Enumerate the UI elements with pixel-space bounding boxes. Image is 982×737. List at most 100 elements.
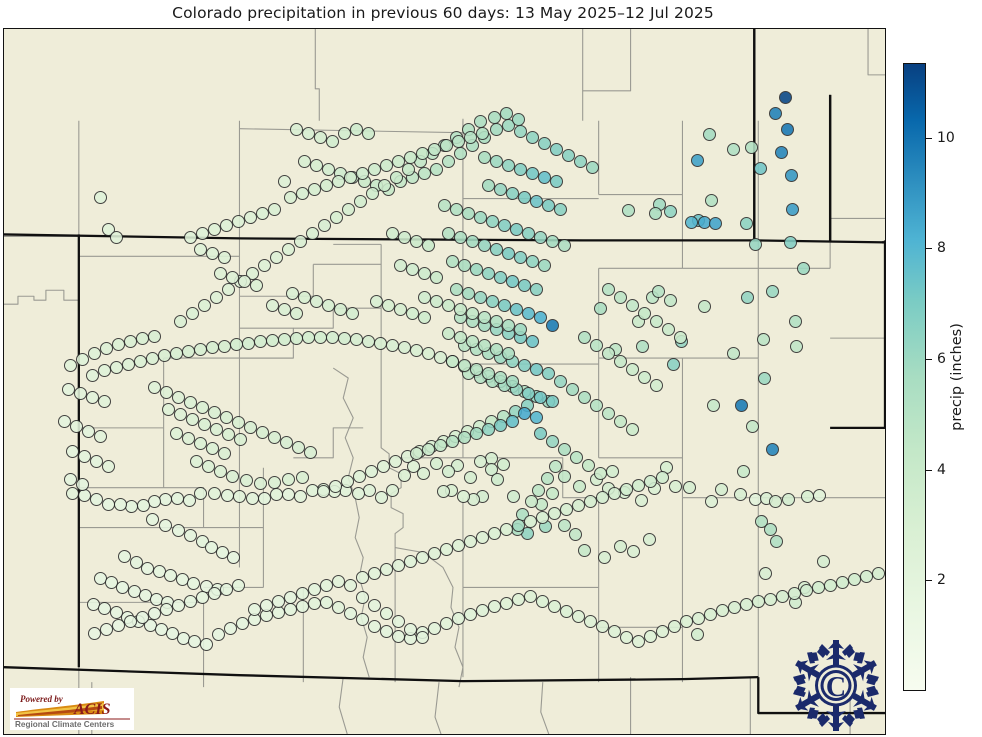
station-dot[interactable] — [601, 282, 615, 296]
station-dot[interactable] — [553, 202, 567, 216]
station-dot[interactable] — [754, 514, 768, 528]
station-dot[interactable] — [403, 554, 417, 568]
station-dot[interactable] — [649, 378, 663, 392]
station-dot[interactable] — [655, 470, 669, 484]
station-dot[interactable] — [673, 330, 687, 344]
station-dot[interactable] — [577, 543, 591, 557]
station-dot[interactable] — [97, 363, 111, 377]
station-dot[interactable] — [211, 627, 225, 641]
station-dot[interactable] — [329, 210, 343, 224]
station-dot[interactable] — [409, 234, 423, 248]
station-dot[interactable] — [217, 446, 231, 460]
station-dot[interactable] — [799, 583, 813, 597]
station-dot[interactable] — [477, 238, 491, 252]
station-dot[interactable] — [379, 562, 393, 576]
station-dot[interactable] — [517, 278, 531, 292]
station-dot[interactable] — [666, 357, 680, 371]
station-dot[interactable] — [477, 338, 491, 352]
station-dot[interactable] — [481, 178, 495, 192]
station-dot[interactable] — [369, 294, 383, 308]
station-dot[interactable] — [93, 190, 107, 204]
station-dot[interactable] — [708, 216, 722, 230]
station-dot[interactable] — [449, 202, 463, 216]
station-dot[interactable] — [643, 629, 657, 643]
station-dot[interactable] — [684, 215, 698, 229]
station-dot[interactable] — [217, 339, 231, 353]
station-dot[interactable] — [736, 464, 750, 478]
station-dot[interactable] — [748, 237, 762, 251]
station-dot[interactable] — [69, 419, 83, 433]
station-dot[interactable] — [513, 124, 527, 138]
station-dot[interactable] — [465, 306, 479, 320]
station-dot[interactable] — [355, 570, 369, 584]
station-dot[interactable] — [101, 459, 115, 473]
station-dot[interactable] — [540, 471, 554, 485]
station-dot[interactable] — [417, 166, 431, 180]
station-dot[interactable] — [493, 418, 507, 432]
station-dot[interactable] — [625, 362, 639, 376]
station-dot[interactable] — [613, 414, 627, 428]
station-dot[interactable] — [171, 598, 185, 612]
station-dot[interactable] — [427, 142, 441, 156]
station-dot[interactable] — [739, 597, 753, 611]
station-dot[interactable] — [85, 368, 99, 382]
station-dot[interactable] — [185, 412, 199, 426]
station-dot[interactable] — [140, 561, 154, 575]
station-dot[interactable] — [541, 366, 555, 380]
station-dot[interactable] — [497, 298, 511, 312]
station-dot[interactable] — [255, 425, 269, 439]
station-dot[interactable] — [135, 610, 149, 624]
station-dot[interactable] — [207, 586, 221, 600]
station-dot[interactable] — [257, 491, 271, 505]
station-dot[interactable] — [97, 601, 111, 615]
station-dot[interactable] — [355, 590, 369, 604]
station-dot[interactable] — [593, 466, 607, 480]
station-dot[interactable] — [619, 630, 633, 644]
station-dot[interactable] — [505, 414, 519, 428]
station-dot[interactable] — [317, 218, 331, 232]
station-dot[interactable] — [812, 488, 826, 502]
map-plot-area[interactable] — [3, 28, 886, 735]
station-dot[interactable] — [181, 344, 195, 358]
station-dot[interactable] — [283, 590, 297, 604]
station-dot[interactable] — [715, 603, 729, 617]
station-dot[interactable] — [81, 424, 95, 438]
station-dot[interactable] — [577, 330, 591, 344]
station-dot[interactable] — [385, 338, 399, 352]
station-dot[interactable] — [758, 566, 772, 580]
station-dot[interactable] — [561, 148, 575, 162]
station-dot[interactable] — [193, 436, 207, 450]
station-dot[interactable] — [631, 478, 645, 492]
station-dot[interactable] — [774, 145, 788, 159]
station-dot[interactable] — [763, 522, 777, 536]
station-dot[interactable] — [389, 170, 403, 184]
station-dot[interactable] — [557, 442, 571, 456]
station-dot[interactable] — [682, 480, 696, 494]
station-dot[interactable] — [87, 346, 101, 360]
station-dot[interactable] — [343, 578, 357, 592]
station-dot[interactable] — [129, 555, 143, 569]
station-dot[interactable] — [473, 114, 487, 128]
station-dot[interactable] — [171, 390, 185, 404]
station-dot[interactable] — [726, 346, 740, 360]
station-dot[interactable] — [232, 489, 246, 503]
station-dot[interactable] — [497, 218, 511, 232]
station-dot[interactable] — [337, 331, 351, 345]
station-dot[interactable] — [226, 550, 240, 564]
station-dot[interactable] — [111, 337, 125, 351]
station-dot[interactable] — [785, 202, 799, 216]
station-dot[interactable] — [391, 154, 405, 168]
station-dot[interactable] — [186, 576, 200, 590]
station-dot[interactable] — [391, 629, 405, 643]
station-dot[interactable] — [703, 607, 717, 621]
station-dot[interactable] — [405, 262, 419, 276]
station-dot[interactable] — [753, 161, 767, 175]
station-dot[interactable] — [461, 206, 475, 220]
station-dot[interactable] — [517, 190, 531, 204]
station-dot[interactable] — [367, 566, 381, 580]
station-dot[interactable] — [61, 382, 75, 396]
station-dot[interactable] — [451, 538, 465, 552]
station-dot[interactable] — [293, 234, 307, 248]
station-dot[interactable] — [489, 314, 503, 328]
station-dot[interactable] — [545, 486, 559, 500]
